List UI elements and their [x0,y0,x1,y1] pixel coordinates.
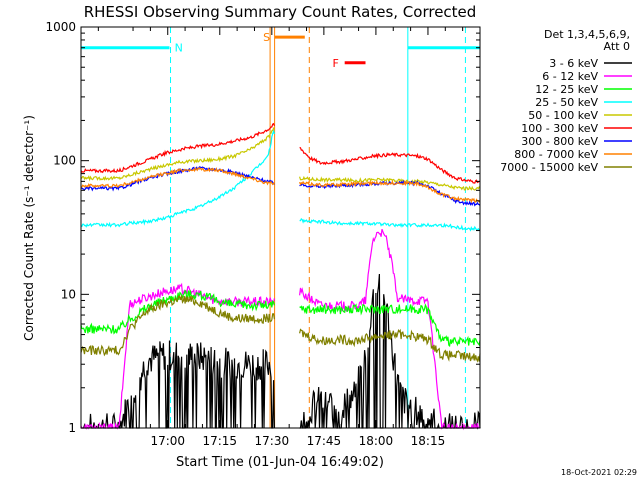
series-line-4 [80,128,481,232]
annotation-n: N [175,42,183,55]
x-tick-label-0: 17:00 [150,434,185,448]
series-line-9 [80,295,481,363]
legend-label-7: 300 - 800 keV [521,135,598,148]
annotation-s: S [263,31,270,44]
x-tick-label-5: 18:15 [411,434,446,448]
legend-label-2: 6 - 12 keV [542,70,598,83]
legend-header-line-1: Det 1,3,4,5,6,9, [544,28,630,41]
y-tick-label-2: 100 [53,154,76,168]
series-line-7 [80,165,481,207]
series-line-3 [80,289,481,348]
legend-label-5: 50 - 100 keV [528,109,598,122]
y-tick-label-0: 1 [68,421,76,435]
legend-label-8: 800 - 7000 keV [514,148,598,161]
legend-label-9: 7000 - 15000 keV [500,161,598,174]
legend-label-3: 12 - 25 keV [535,83,598,96]
timestamp: 18-Oct-2021 02:29 [561,468,637,477]
series-line-5 [80,127,481,191]
series-line-6 [80,122,481,184]
plot-area: N S F [80,27,481,431]
legend-header-line-2: Att 0 [604,40,630,53]
y-tick-label-3: 1000 [45,20,76,34]
annotation-f: F [333,57,339,70]
legend-label-4: 25 - 50 keV [535,96,598,109]
chart-title: RHESSI Observing Summary Count Rates, Co… [84,3,477,21]
series-line-1 [81,273,481,430]
legend-label-1: 3 - 6 keV [549,57,598,70]
x-tick-label-4: 18:00 [359,434,394,448]
x-tick-label-2: 17:30 [255,434,290,448]
plot-frame [80,26,481,429]
y-tick-label-1: 10 [61,287,76,301]
y-axis-label: Corrected Count Rate (s⁻¹ detector⁻¹) [22,115,36,341]
y-axis: 1 10 100 1000 [45,20,480,435]
x-axis: 17:00 17:15 17:30 17:45 18:00 18:15 [80,27,464,448]
series-line-8 [80,166,481,204]
x-axis-label: Start Time (01-Jun-04 16:49:02) [176,455,384,470]
legend-label-6: 100 - 300 keV [521,122,598,135]
x-tick-label-1: 17:15 [202,434,237,448]
series-line-2 [80,228,481,431]
x-tick-label-3: 17:45 [307,434,342,448]
